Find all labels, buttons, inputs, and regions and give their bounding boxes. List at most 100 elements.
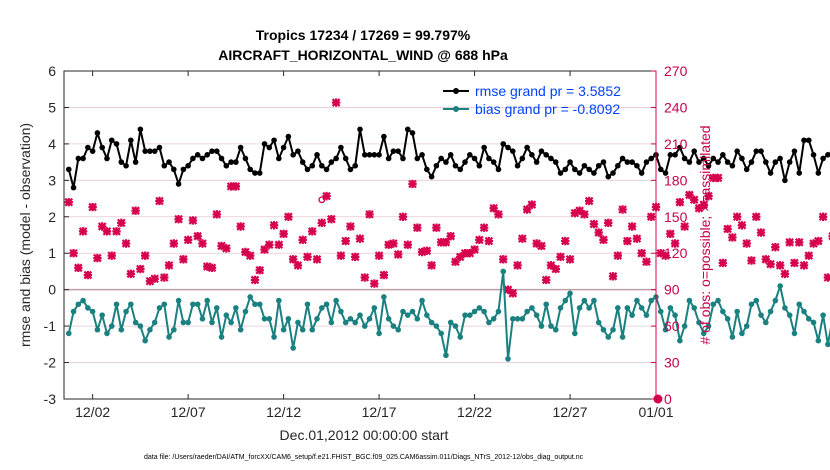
- obs-point-59: [346, 222, 355, 231]
- obs-point-62: [360, 273, 370, 282]
- bias-point-69: [395, 326, 401, 333]
- rmse-point-57: [338, 144, 344, 151]
- bias-point-141: [739, 330, 745, 337]
- rmse-point-92: [505, 144, 511, 151]
- bias-point-93: [509, 316, 516, 322]
- bias-point-36: [237, 326, 244, 333]
- obs-point-33: [222, 244, 231, 253]
- bias-point-94: [514, 316, 521, 322]
- obs-point-36: [236, 222, 245, 231]
- rmse-point-26: [190, 155, 196, 162]
- rmse-point-137: [720, 152, 726, 158]
- obs-point-144: [751, 212, 761, 222]
- obs-point-46: [284, 212, 293, 222]
- bias-point-158: [820, 312, 826, 318]
- obs-point-75: [422, 246, 432, 256]
- rmse-point-75: [424, 166, 430, 173]
- obs-point-15: [136, 264, 145, 274]
- bias-point-85: [471, 308, 478, 315]
- rmse-point-96: [524, 144, 530, 151]
- obs-point-64: [370, 279, 379, 288]
- bias-point-90: [495, 308, 502, 315]
- rmse-point-100: [543, 152, 549, 158]
- obs-point-118: [627, 222, 637, 231]
- bias-point-43: [271, 334, 277, 340]
- bias-point-39: [252, 301, 258, 308]
- bias-point-62: [361, 323, 368, 329]
- chart-title: Tropics 17234 / 17269 = 99.797%: [256, 27, 471, 43]
- rmse-point-19: [156, 144, 163, 151]
- bias-point-64: [371, 305, 378, 311]
- rmse-point-86: [476, 162, 483, 169]
- y2-tick-label-2: 60: [664, 318, 680, 334]
- rmse-point-76: [428, 173, 435, 180]
- obs-point-6: [93, 253, 102, 263]
- rmse-point-4: [85, 144, 91, 151]
- bias-point-60: [352, 319, 359, 326]
- rmse-point-79: [443, 159, 449, 165]
- bias-point-86: [476, 305, 483, 311]
- bias-point-27: [194, 301, 201, 308]
- bias-point-63: [366, 316, 373, 322]
- rmse-point-42: [266, 144, 273, 151]
- bias-point-15: [137, 323, 144, 329]
- bias-point-34: [228, 319, 234, 326]
- obs-point-151: [785, 238, 794, 247]
- bias-point-116: [619, 334, 626, 340]
- bias-point-1: [70, 308, 77, 315]
- bias-point-87: [481, 308, 487, 315]
- obs-point-63: [365, 210, 374, 219]
- rmse-point-132: [696, 159, 702, 165]
- obs-point-128: [675, 197, 685, 207]
- obs-point-72: [408, 179, 417, 189]
- obs-point-22: [169, 239, 179, 248]
- obs-point-98: [532, 239, 541, 248]
- bias-point-6: [94, 326, 101, 333]
- obs-point-3: [78, 227, 88, 236]
- rmse-point-55: [328, 159, 335, 165]
- bias-point-11: [118, 326, 125, 333]
- bias-point-48: [295, 319, 301, 326]
- bias-point-23: [175, 297, 182, 304]
- rmse-point-41: [261, 141, 268, 147]
- bias-point-13: [128, 301, 134, 308]
- obs-point-90: [494, 210, 503, 219]
- obs-point-0: [64, 197, 74, 207]
- rmse-point-121: [643, 159, 650, 165]
- obs-point-12: [121, 239, 131, 248]
- bias-point-101: [548, 323, 554, 329]
- rmse-point-47: [290, 152, 296, 158]
- bias-point-74: [419, 297, 425, 304]
- rmse-point-5: [89, 148, 96, 154]
- bias-point-122: [648, 297, 655, 304]
- bias-point-115: [615, 305, 621, 311]
- bias-point-22: [171, 326, 177, 333]
- rmse-point-14: [132, 159, 139, 165]
- obs-point-104: [561, 236, 570, 246]
- rmse-point-52: [314, 152, 320, 158]
- bias-point-112: [600, 326, 607, 333]
- rmse-point-151: [786, 159, 793, 165]
- rmse-point-80: [447, 152, 454, 158]
- bias-point-151: [786, 312, 793, 318]
- rmse-point-61: [357, 126, 363, 133]
- rmse-point-17: [147, 148, 153, 154]
- rmse-point-16: [142, 148, 148, 154]
- bias-point-32: [218, 334, 225, 340]
- bias-point-82: [457, 334, 464, 340]
- obs-point-4: [83, 270, 93, 280]
- rmse-point-148: [772, 159, 779, 165]
- obs-point-103: [556, 252, 565, 262]
- rmse-point-155: [805, 137, 812, 144]
- rmse-point-11: [118, 159, 125, 165]
- obs-point-57: [336, 251, 346, 260]
- rmse-point-93: [509, 148, 516, 154]
- bias-point-52: [314, 316, 320, 322]
- rmse-point-105: [567, 159, 573, 165]
- rmse-point-68: [390, 148, 397, 154]
- obs-point-38: [245, 251, 255, 260]
- data-file-footnote: data file: /Users/raeder/DAI/ATM_forcXX/…: [144, 454, 584, 461]
- y-tick-label-1: -2: [44, 355, 57, 371]
- bias-point-142: [743, 323, 750, 329]
- bias-point-8: [104, 330, 110, 337]
